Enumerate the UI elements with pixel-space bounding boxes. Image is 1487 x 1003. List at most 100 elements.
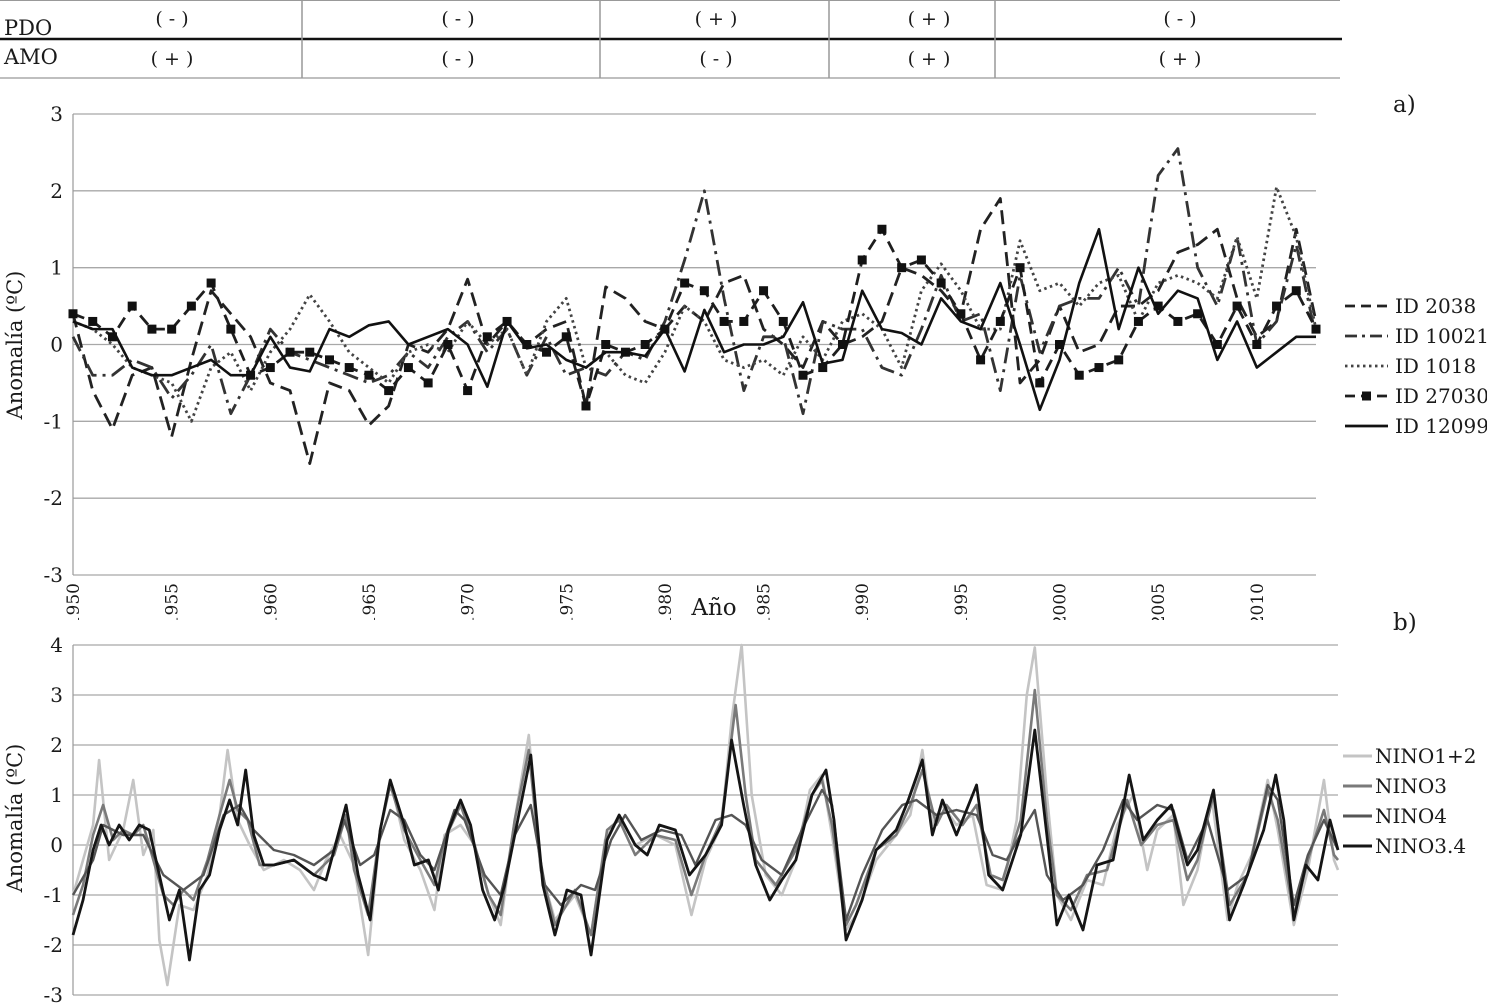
chart-a-point-marker [680, 278, 690, 288]
chart-b-y-axis-label: Anomalía (ºC) [3, 744, 27, 894]
chart-a-point-marker [206, 278, 216, 288]
chart-a-point-marker [1232, 301, 1242, 311]
chart-a-x-tick-label: 1955 [163, 583, 183, 620]
pdo-phase-cell: ( + ) [908, 8, 951, 30]
chart-a-series-line [71, 197, 1318, 465]
amo-row-label: AMO [3, 45, 58, 69]
chart-a-point-marker [916, 255, 926, 265]
chart-a-y-axis-label: Anomalía (ºC) [3, 271, 27, 421]
chart-a-point-marker [956, 309, 966, 319]
chart-a-series-line [72, 185, 1318, 423]
chart-b-y-tick-label: 3 [50, 683, 63, 707]
chart-b-legend-label: NINO1+2 [1375, 744, 1477, 768]
chart-b-series-line [71, 643, 1340, 987]
chart-a-legend-marker [1362, 391, 1371, 401]
chart-a-point-marker [1055, 340, 1065, 349]
amo-phase-cell: ( + ) [151, 48, 194, 70]
chart-a-point-marker [778, 316, 788, 326]
chart-a-legend-label: ID 27030 [1395, 384, 1487, 408]
chart-a-legend-label: ID 12099 [1395, 414, 1487, 438]
chart-b-series-line [71, 728, 1340, 962]
amo-phase-cell: ( - ) [699, 48, 732, 70]
chart-a-y-tick-label: -3 [44, 563, 63, 587]
chart-a-point-marker [699, 286, 709, 296]
chart-a-legend-label: ID 10021 [1395, 324, 1487, 348]
amo-phase-cell: ( + ) [1159, 48, 1202, 70]
amo-phase-cell: ( + ) [908, 48, 951, 70]
chart-a-point-marker [107, 332, 117, 342]
chart-a-point-marker [1193, 309, 1203, 319]
chart-a-x-axis-label: Año [690, 595, 736, 620]
amo-phase-cell: ( - ) [441, 48, 474, 70]
chart-a-point-marker [759, 286, 769, 296]
chart-b-series-line [71, 783, 1340, 922]
chart-a-x-tick-label: 2005 [1149, 583, 1169, 620]
chart-a-point-marker [561, 332, 571, 342]
chart-a-point-marker [542, 347, 552, 357]
chart-a-point-marker [601, 340, 611, 349]
chart-a-point-marker [877, 224, 887, 234]
chart-a-point-marker [581, 401, 591, 411]
chart-a-point-marker [167, 324, 177, 334]
chart-a-x-tick-label: 1990 [853, 583, 873, 620]
chart-a-point-marker [364, 370, 374, 380]
pdo-phase-cell: ( + ) [695, 8, 738, 30]
chart-a-point-marker [739, 316, 749, 326]
chart-a-point-marker [127, 301, 137, 311]
chart-a-point-marker [798, 370, 808, 380]
chart-a-point-marker [976, 355, 986, 365]
chart-a-x-tick-label: 1965 [360, 583, 380, 620]
chart-b-y-tick-label: -1 [44, 883, 63, 907]
pdo-phase-cell: ( - ) [155, 8, 188, 30]
chart-a-point-marker [403, 363, 413, 373]
chart-a-x-tick-label: 2010 [1248, 583, 1268, 620]
chart-a-point-marker [147, 324, 157, 334]
chart-a-point-marker [1311, 324, 1321, 334]
chart-a-legend-label: ID 1018 [1395, 354, 1476, 378]
chart-a-point-marker [897, 263, 907, 273]
chart-b-y-tick-label: 2 [50, 733, 63, 757]
chart-a-point-marker [226, 324, 236, 334]
chart-a-point-marker [1291, 286, 1301, 296]
chart-a-point-marker [818, 363, 828, 373]
chart-a-panel-label: a) [1393, 92, 1416, 118]
chart-a-y-tick-label: 0 [50, 333, 63, 357]
chart-a-point-marker [443, 340, 453, 349]
chart-a-x-tick-label: 1960 [261, 583, 281, 620]
chart-a-point-marker [482, 332, 492, 342]
chart-a-point-marker [1015, 263, 1025, 273]
chart-a-point-marker [1153, 301, 1163, 311]
chart-a-x-tick-label: 1970 [459, 583, 479, 620]
chart-a-point-marker [305, 347, 315, 357]
chart-a-point-marker [1094, 363, 1104, 373]
chart-b-y-tick-label: 1 [50, 783, 63, 807]
chart-b-legend-label: NINO4 [1375, 804, 1447, 828]
chart-a-point-marker [719, 316, 729, 326]
chart-a-point-marker [857, 255, 867, 265]
chart-b-y-tick-label: 0 [50, 833, 63, 857]
chart-b-panel-label: b) [1393, 610, 1417, 636]
chart-a-point-marker [423, 378, 433, 388]
chart-a-point-marker [324, 355, 334, 365]
chart-a-point-marker [265, 363, 275, 373]
chart-a-x-tick-label: 1950 [64, 583, 84, 620]
chart-a-series-line [72, 227, 1316, 412]
chart-a-point-marker [285, 347, 295, 357]
chart-a-point-marker [936, 278, 946, 288]
chart-a-y-tick-label: -2 [44, 486, 63, 510]
chart-a-point-marker [995, 316, 1005, 326]
chart-a-point-marker [463, 386, 473, 396]
chart-a-point-marker [640, 340, 650, 349]
chart-b-y-tick-label: 4 [50, 633, 63, 657]
chart-a-y-tick-label: 2 [50, 179, 63, 203]
chart-a-point-marker [88, 316, 98, 326]
chart-a: 3 2 1 0 -1 -2 -3 1950 1955 1960 1965 1970 1975 1980 1… [3, 92, 1487, 620]
chart-a-point-marker [384, 386, 394, 396]
chart-a-x-tick-label: 1980 [656, 583, 676, 620]
phase-table: PDO AMO ( - ) ( - ) ( + ) ( + ) ( - ) ( … [0, 0, 1342, 79]
chart-a-point-marker [1272, 301, 1282, 311]
chart-a-y-tick-label: 1 [50, 256, 63, 280]
chart-a-point-marker [186, 301, 196, 311]
chart-a-point-marker [1252, 340, 1262, 349]
